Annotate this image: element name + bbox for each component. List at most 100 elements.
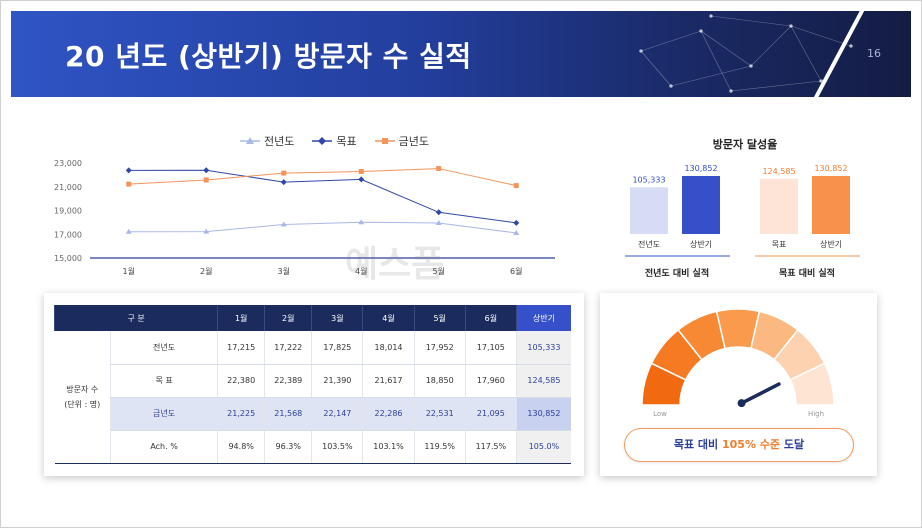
y-tick-label: 17,000 (54, 230, 82, 239)
bar-group-caption: 목표 대비 실적 (779, 267, 835, 279)
table-cell: 17,960 (464, 364, 517, 398)
table-cell: 17,215 (217, 331, 265, 365)
table-cell: 21,225 (217, 397, 265, 431)
gauge-card: Low High 목표 대비 105% 수준 도달 (600, 293, 877, 476)
table-row: 방문자 수 (단위 : 명) 전년도 17,215 17,222 17,825 … (54, 331, 571, 464)
table-group-label: 방문자 수 (단위 : 명) (54, 331, 111, 464)
data-point (436, 166, 442, 172)
bar-section-title: 방문자 달성율 (712, 138, 778, 151)
bar (760, 178, 798, 234)
x-tick-label: 4월 (355, 266, 367, 276)
bar-category-label: 상반기 (690, 239, 712, 249)
table-cell: 21,568 (264, 397, 312, 431)
bar-category-label: 전년도 (638, 239, 660, 249)
table-header-month: 1월 (217, 305, 265, 331)
bar-value-label: 105,333 (632, 175, 665, 184)
bar-category-label: 목표 (772, 240, 787, 249)
table-cell-total: 105.0% (515, 430, 571, 464)
bar-value-label: 130,852 (814, 164, 847, 173)
data-point (513, 183, 519, 189)
table-cell: 96.3% (264, 430, 312, 464)
y-tick-label: 15,000 (54, 254, 82, 263)
table-cell: 21,095 (464, 397, 517, 431)
table-cell: 18,850 (413, 364, 466, 398)
data-point (126, 181, 132, 187)
slide-header: 20 년도 (상반기) 방문자 수 실적 16 (11, 11, 911, 97)
table-header-row: 구 분 1월 2월 3월 4월 5월 6월 상반기 (53, 305, 571, 331)
legend-item-prev: 전년도 (240, 133, 294, 149)
legend-label-prev: 전년도 (264, 135, 295, 148)
legend-label-target: 목표 (336, 135, 357, 148)
triangle-marker-icon (240, 137, 260, 144)
data-point (280, 179, 287, 186)
line-chart-legend: 전년도 목표 금년도 (240, 133, 429, 149)
y-tick-label: 19,000 (54, 207, 82, 216)
data-point (281, 170, 287, 176)
visitor-table: 구 분 1월 2월 3월 4월 5월 6월 상반기 방문자 수 (단위 : 명)… (53, 305, 571, 464)
table-cell: 22,531 (413, 397, 466, 431)
data-point (513, 219, 520, 226)
x-tick-label: 5월 (433, 266, 445, 276)
table-row: 금년도 21,225 21,568 22,147 22,286 22,531 2… (55, 397, 571, 431)
y-tick-label: 23,000 (54, 159, 82, 168)
gauge-chart: Low High (641, 308, 835, 418)
table-cell: 17,825 (311, 331, 363, 365)
table-cell: 17,105 (464, 331, 517, 365)
gauge-high-label: High (808, 410, 824, 418)
table-cell-total: 130,852 (515, 397, 571, 431)
table-cell: 18,014 (362, 331, 415, 365)
gauge-needle (739, 382, 781, 405)
table-cell: 103.5% (311, 430, 363, 464)
table-header-category: 구 분 (53, 305, 218, 331)
data-point (513, 230, 520, 236)
table-row: 목 표 22,380 22,389 21,390 21,617 18,850 1… (55, 364, 571, 398)
gauge-low-label: Low (653, 410, 667, 418)
square-marker-icon (374, 138, 395, 144)
bar (630, 187, 668, 234)
x-tick-label: 1월 (123, 266, 135, 276)
result-value: 105% 수준 (722, 438, 781, 451)
table-cell-total: 124,585 (515, 364, 571, 398)
table-header-total: 상반기 (515, 305, 571, 331)
watermark-logo: 예스폼 (345, 244, 445, 285)
result-suffix: 도달 (780, 438, 805, 451)
diamond-marker-icon (312, 137, 333, 145)
bar-group-caption: 전년도 대비 실적 (645, 267, 709, 279)
data-point (358, 168, 364, 174)
x-tick-label: 2월 (200, 266, 212, 276)
data-point (203, 228, 210, 234)
data-point (125, 228, 132, 234)
table-header-month: 6월 (464, 305, 517, 331)
table-header-month: 2월 (264, 305, 312, 331)
data-point (358, 219, 365, 225)
page-number: 16 (867, 47, 881, 60)
bar-value-label: 130,852 (684, 164, 717, 173)
gauge-needle-hub (737, 399, 746, 408)
table-cell: 22,147 (311, 397, 363, 431)
table-cell: 22,389 (264, 364, 312, 398)
table-cell: 17,952 (413, 331, 466, 365)
table-header-month: 5월 (413, 305, 466, 331)
table-cell: 17,222 (264, 331, 312, 365)
legend-label-current: 금년도 (398, 135, 429, 148)
bar-value-label: 124,585 (762, 167, 795, 176)
data-point (435, 219, 442, 225)
series-line-2 (128, 168, 517, 187)
table-row-label: 금년도 (109, 397, 218, 431)
gauge-segment (789, 362, 835, 406)
table-cell: 21,617 (362, 364, 415, 398)
table-cell: 22,286 (362, 397, 415, 431)
data-point (435, 209, 442, 216)
table-cell: 119.5% (413, 430, 466, 464)
table-row-label: 전년도 (109, 331, 218, 365)
group-label-main: 방문자 수 (66, 384, 99, 394)
network-decoration-icon (639, 14, 853, 93)
data-point (203, 167, 210, 174)
result-prefix: 목표 대비 (673, 438, 722, 451)
table-row-label: 목 표 (109, 364, 218, 398)
group-label-unit: (단위 : 명) (64, 399, 101, 409)
table-cell: 103.1% (362, 430, 415, 464)
series-line-0 (128, 221, 517, 234)
